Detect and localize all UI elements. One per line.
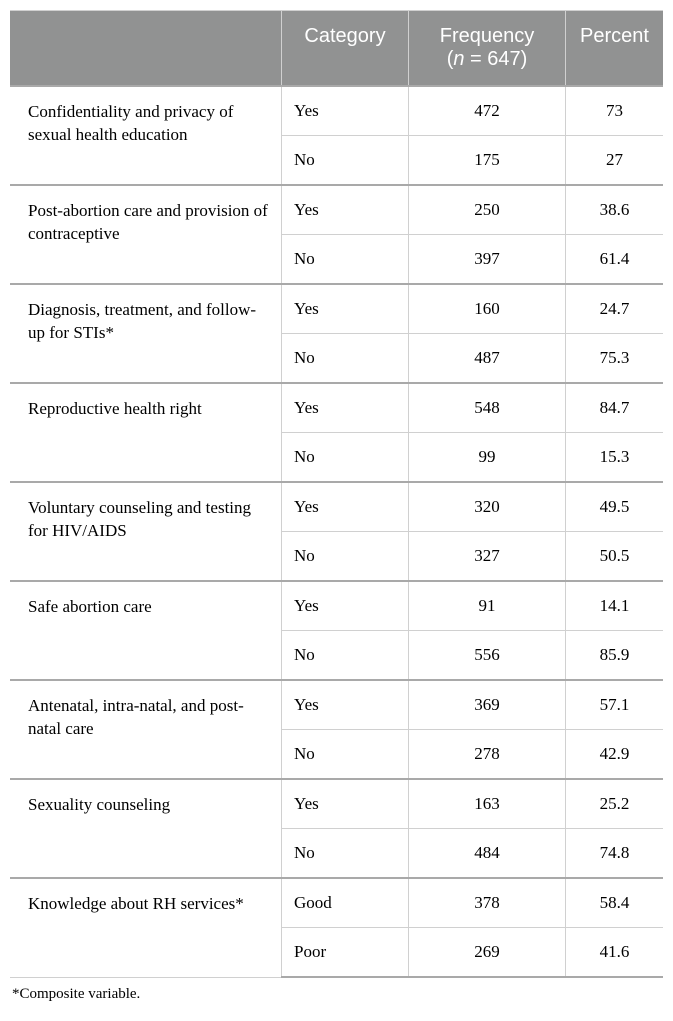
variable-cell: Post-abortion care and provision of cont… bbox=[10, 185, 282, 284]
frequency-cell: 269 bbox=[409, 928, 566, 978]
table-row: Knowledge about RH services*Good37858.4 bbox=[10, 878, 663, 928]
frequency-cell: 278 bbox=[409, 730, 566, 780]
percent-cell: 84.7 bbox=[566, 383, 664, 433]
header-frequency: Frequency (n = 647) bbox=[409, 11, 566, 87]
percent-cell: 41.6 bbox=[566, 928, 664, 978]
category-cell: Good bbox=[282, 878, 409, 928]
percent-cell: 15.3 bbox=[566, 433, 664, 483]
frequency-cell: 175 bbox=[409, 136, 566, 186]
category-cell: No bbox=[282, 532, 409, 582]
variable-cell: Reproductive health right bbox=[10, 383, 282, 482]
category-cell: Yes bbox=[282, 482, 409, 532]
percent-cell: 57.1 bbox=[566, 680, 664, 730]
table-row: Antenatal, intra-natal, and post-natal c… bbox=[10, 680, 663, 730]
header-variable bbox=[10, 11, 282, 87]
percent-cell: 49.5 bbox=[566, 482, 664, 532]
percent-cell: 73 bbox=[566, 86, 664, 136]
table-body: Confidentiality and privacy of sexual he… bbox=[10, 86, 663, 977]
variable-cell: Voluntary counseling and testing for HIV… bbox=[10, 482, 282, 581]
variable-cell: Sexuality counseling bbox=[10, 779, 282, 878]
frequency-cell: 99 bbox=[409, 433, 566, 483]
table-row: Voluntary counseling and testing for HIV… bbox=[10, 482, 663, 532]
variable-cell: Antenatal, intra-natal, and post-natal c… bbox=[10, 680, 282, 779]
header-category: Category bbox=[282, 11, 409, 87]
header-percent: Percent bbox=[566, 11, 664, 87]
frequency-cell: 327 bbox=[409, 532, 566, 582]
frequency-cell: 378 bbox=[409, 878, 566, 928]
variable-cell: Confidentiality and privacy of sexual he… bbox=[10, 86, 282, 185]
frequency-cell: 320 bbox=[409, 482, 566, 532]
category-cell: No bbox=[282, 631, 409, 681]
category-cell: No bbox=[282, 136, 409, 186]
frequency-cell: 548 bbox=[409, 383, 566, 433]
percent-cell: 58.4 bbox=[566, 878, 664, 928]
category-cell: Yes bbox=[282, 86, 409, 136]
data-table: Category Frequency (n = 647) Percent Con… bbox=[10, 10, 663, 978]
percent-cell: 75.3 bbox=[566, 334, 664, 384]
category-cell: No bbox=[282, 334, 409, 384]
category-cell: No bbox=[282, 433, 409, 483]
header-n-rest: = 647) bbox=[464, 48, 527, 70]
percent-cell: 25.2 bbox=[566, 779, 664, 829]
table-row: Diagnosis, treatment, and follow-up for … bbox=[10, 284, 663, 334]
category-cell: Yes bbox=[282, 779, 409, 829]
variable-cell: Safe abortion care bbox=[10, 581, 282, 680]
category-cell: Yes bbox=[282, 383, 409, 433]
table-row: Safe abortion careYes9114.1 bbox=[10, 581, 663, 631]
percent-cell: 61.4 bbox=[566, 235, 664, 285]
header-n-ital: n bbox=[453, 48, 464, 70]
frequency-cell: 91 bbox=[409, 581, 566, 631]
frequency-cell: 487 bbox=[409, 334, 566, 384]
category-cell: Poor bbox=[282, 928, 409, 978]
category-cell: Yes bbox=[282, 581, 409, 631]
category-cell: Yes bbox=[282, 680, 409, 730]
frequency-cell: 397 bbox=[409, 235, 566, 285]
table-row: Reproductive health rightYes54884.7 bbox=[10, 383, 663, 433]
percent-cell: 24.7 bbox=[566, 284, 664, 334]
percent-cell: 85.9 bbox=[566, 631, 664, 681]
percent-cell: 42.9 bbox=[566, 730, 664, 780]
variable-cell: Diagnosis, treatment, and follow-up for … bbox=[10, 284, 282, 383]
frequency-cell: 472 bbox=[409, 86, 566, 136]
category-cell: No bbox=[282, 235, 409, 285]
percent-cell: 38.6 bbox=[566, 185, 664, 235]
frequency-cell: 250 bbox=[409, 185, 566, 235]
header-freq-label: Frequency bbox=[440, 25, 535, 47]
frequency-cell: 556 bbox=[409, 631, 566, 681]
table-row: Post-abortion care and provision of cont… bbox=[10, 185, 663, 235]
footnote: *Composite variable. bbox=[10, 978, 663, 1011]
category-cell: Yes bbox=[282, 284, 409, 334]
percent-cell: 50.5 bbox=[566, 532, 664, 582]
frequency-cell: 160 bbox=[409, 284, 566, 334]
frequency-cell: 369 bbox=[409, 680, 566, 730]
table-row: Confidentiality and privacy of sexual he… bbox=[10, 86, 663, 136]
percent-cell: 27 bbox=[566, 136, 664, 186]
frequency-cell: 163 bbox=[409, 779, 566, 829]
percent-cell: 14.1 bbox=[566, 581, 664, 631]
category-cell: Yes bbox=[282, 185, 409, 235]
table-row: Sexuality counselingYes16325.2 bbox=[10, 779, 663, 829]
category-cell: No bbox=[282, 730, 409, 780]
variable-cell: Knowledge about RH services* bbox=[10, 878, 282, 977]
header-row: Category Frequency (n = 647) Percent bbox=[10, 11, 663, 87]
